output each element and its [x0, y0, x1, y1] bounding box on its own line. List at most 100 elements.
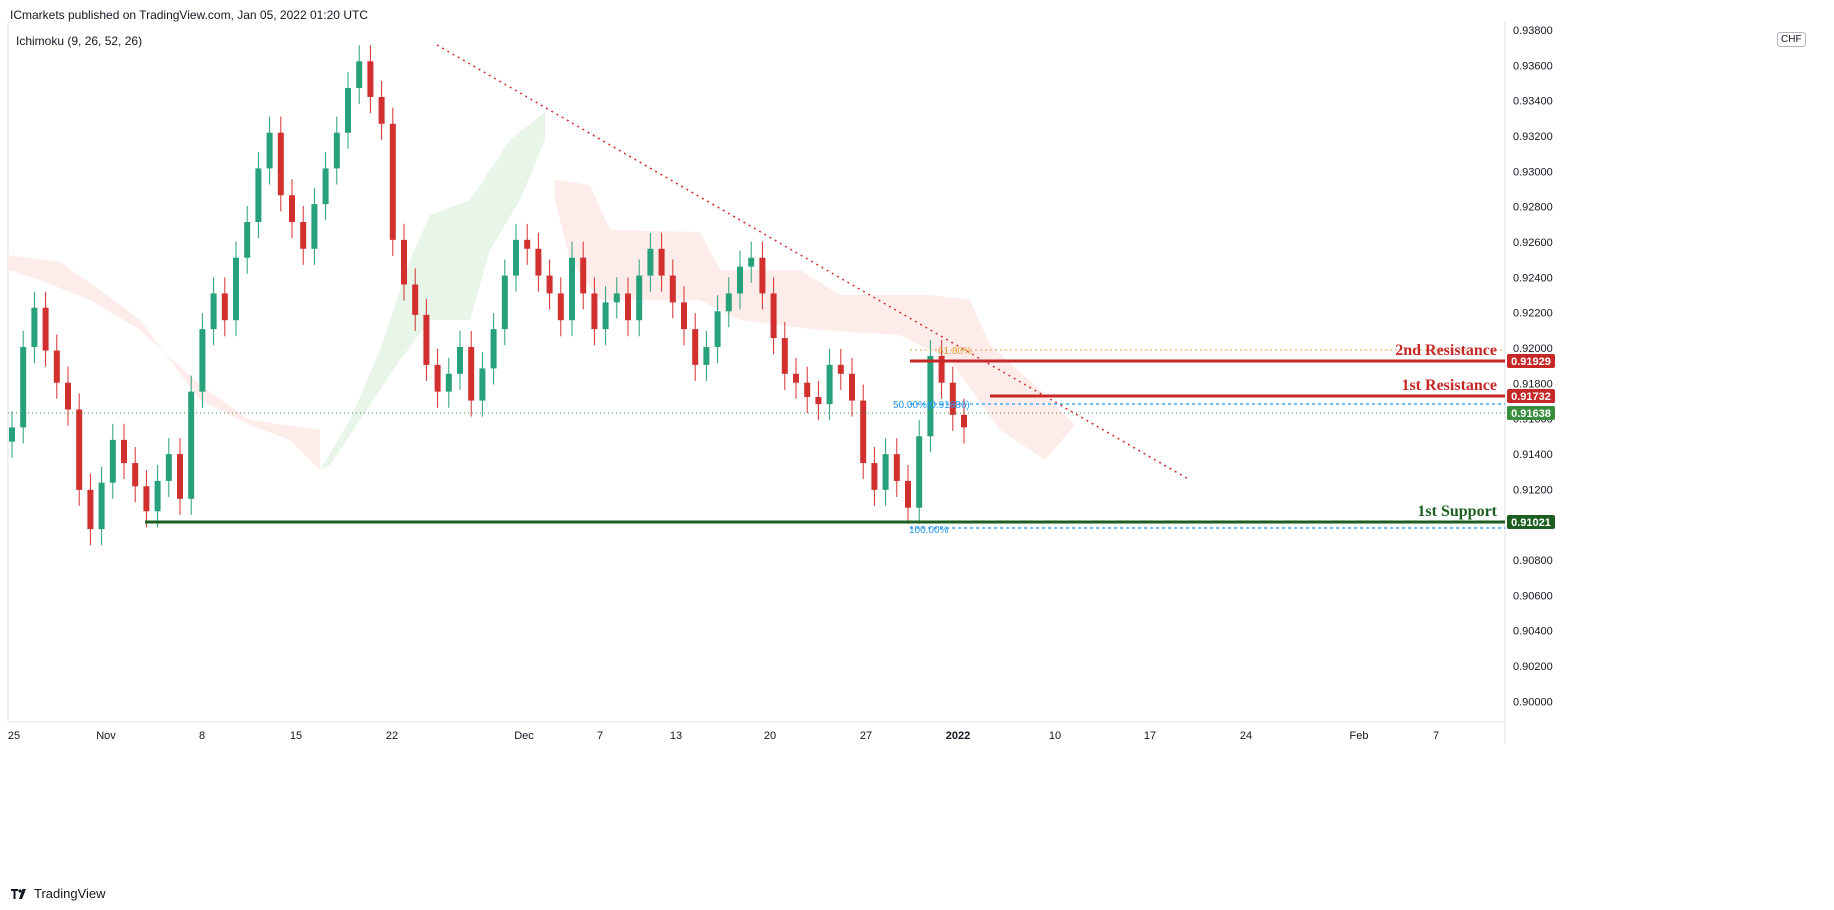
time-tick-label: 7	[597, 730, 603, 742]
candle-body	[311, 204, 318, 249]
candle-body	[569, 257, 575, 321]
candle-body	[199, 329, 206, 392]
time-tick-label: 2022	[946, 730, 970, 742]
candle-body	[849, 373, 855, 401]
candle-body	[233, 257, 239, 321]
current-price-badge: 0.91638	[1511, 408, 1551, 420]
candle-body	[658, 248, 665, 276]
candle-body	[300, 222, 307, 249]
price-tick-label: 0.90800	[1513, 555, 1553, 567]
candle-body	[557, 293, 564, 321]
candle-body	[121, 439, 127, 464]
time-tick-label: 15	[290, 730, 302, 742]
candle-body	[714, 311, 721, 347]
candle-body	[345, 88, 351, 133]
price-tick-label: 0.93400	[1513, 96, 1553, 108]
footer-brand-label: TradingView	[34, 886, 106, 901]
candle-body	[31, 307, 38, 347]
candle-body	[625, 293, 631, 321]
resistance2-badge: 0.91929	[1511, 356, 1551, 368]
price-tick-label: 0.93000	[1513, 166, 1553, 178]
cloud-bear-area	[8, 255, 320, 470]
footer-brand[interactable]: TradingView	[10, 886, 106, 901]
fib-100-label: 100.00%	[909, 525, 949, 536]
candle-body	[333, 132, 340, 169]
price-chart[interactable]: 0.93800 0.93600 0.93400 0.93200 0.93000 0.928…	[0, 0, 1834, 880]
indicator-label[interactable]: Ichimoku (9, 26, 52, 26)	[16, 34, 143, 48]
candle-body	[737, 266, 743, 294]
candle-body	[916, 436, 923, 508]
candle-body	[826, 364, 833, 405]
publisher-text: ICmarkets published on TradingView.com, …	[10, 8, 368, 22]
candle-body	[602, 302, 609, 330]
candle-body	[255, 168, 262, 222]
candle-body	[815, 397, 822, 405]
candle-body	[513, 239, 519, 276]
candle-body	[860, 400, 867, 464]
candle-body	[535, 248, 542, 276]
price-tick-label: 0.91800	[1513, 378, 1553, 390]
resistance1-label: 1st Resistance	[1401, 377, 1497, 394]
candle-body	[289, 195, 295, 222]
support1-label: 1st Support	[1417, 503, 1497, 520]
candle-body	[882, 454, 889, 490]
price-tick-label: 0.90200	[1513, 661, 1553, 673]
time-tick-label: 22	[386, 730, 398, 742]
resistance1-badge: 0.91732	[1511, 391, 1551, 403]
candle-body	[9, 427, 15, 442]
candle-body	[490, 329, 497, 369]
candle-body	[98, 482, 105, 530]
current-price-badge-bg	[1507, 406, 1555, 420]
candles-group	[9, 45, 967, 546]
candle-body	[322, 168, 329, 205]
currency-badge[interactable]: CHF	[1777, 32, 1806, 47]
resistance2-badge-bg	[1507, 354, 1555, 368]
candle-body	[893, 454, 900, 481]
candle-body	[389, 123, 396, 240]
time-tick-label: Nov	[96, 730, 116, 742]
candle-body	[647, 248, 654, 276]
candle-body	[692, 329, 699, 365]
candle-body	[938, 355, 945, 383]
fib-618-label: 61.80%	[938, 346, 972, 357]
time-tick-label: 8	[199, 730, 205, 742]
price-tick-label: 0.90600	[1513, 590, 1553, 602]
candle-body	[412, 284, 419, 315]
candle-body	[793, 373, 799, 383]
time-tick-label: Dec	[514, 730, 534, 742]
candle-body	[188, 391, 195, 499]
candle-body	[748, 257, 755, 267]
candle-body	[871, 463, 878, 490]
ichimoku-cloud	[8, 112, 1075, 470]
time-tick-label: 10	[1049, 730, 1061, 742]
time-tick-label: 25	[8, 730, 20, 742]
candle-body	[401, 239, 407, 285]
tradingview-logo-icon	[11, 888, 26, 899]
time-tick-label: 24	[1240, 730, 1252, 742]
time-tick-label: 13	[670, 730, 682, 742]
candle-body	[703, 347, 710, 365]
candle-body	[177, 454, 183, 499]
candle-body	[949, 382, 956, 415]
price-tick-label: 0.92200	[1513, 308, 1553, 320]
candle-body	[759, 257, 766, 294]
price-tick-label: 0.90400	[1513, 626, 1553, 638]
candle-body	[905, 480, 911, 508]
time-tick-label: Feb	[1350, 730, 1369, 742]
trendline	[436, 44, 1191, 481]
time-tick-label: 17	[1144, 730, 1156, 742]
candle-body	[42, 307, 49, 351]
candle-body	[143, 486, 150, 512]
candle-body	[378, 97, 385, 124]
resistance2-label: 2nd Resistance	[1395, 342, 1497, 359]
candle-body	[109, 439, 116, 483]
price-tick-label: 0.91400	[1513, 449, 1553, 461]
candle-body	[927, 355, 934, 437]
candle-body	[221, 293, 228, 321]
candle-body	[423, 314, 430, 365]
cloud-bull-area	[320, 112, 545, 470]
price-tick-label: 0.93600	[1513, 60, 1553, 72]
candle-body	[356, 61, 363, 89]
resistance1-badge-bg	[1507, 389, 1555, 403]
candle-body	[65, 382, 71, 410]
